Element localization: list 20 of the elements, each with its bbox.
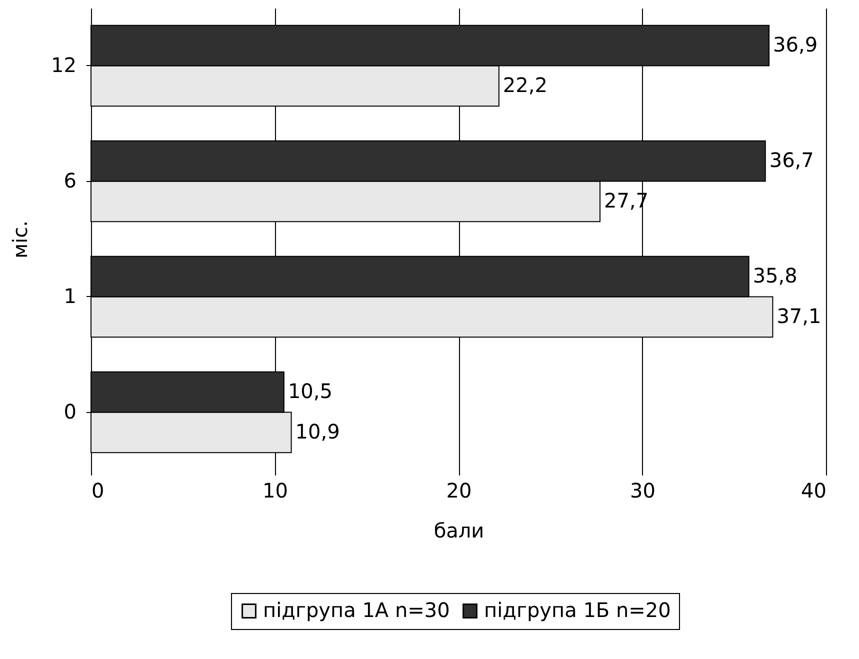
y-tick-label: 6 [64,168,76,192]
x-tick-label: 30 [630,478,656,502]
legend-label: підгрупа 1А n=30 [263,598,450,622]
data-label: 10,5 [288,379,332,404]
y-tick-label: 0 [64,399,76,424]
y-axis-title: міс. [8,220,32,258]
x-tick-label: 10 [262,478,288,502]
x-axis-title: бали [434,518,484,542]
y-tick-label: 12 [51,52,76,77]
data-label: 22,2 [502,72,548,97]
data-label: 10,9 [295,419,340,444]
x-tick-label: 0 [92,478,104,502]
data-label: 37,1 [776,304,822,328]
data-label: 35,8 [752,264,798,288]
x-tick-label: 40 [801,478,826,502]
y-tick-label: 1 [64,284,76,308]
data-label: 36,9 [773,32,818,57]
data-label: 36,7 [769,148,814,172]
x-tick-label: 20 [446,478,472,502]
legend-label: підгрупа 1Б n=20 [484,598,671,622]
